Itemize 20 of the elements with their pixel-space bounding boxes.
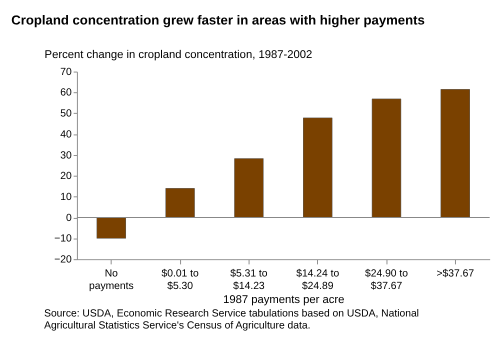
- y-tick-label: −10: [54, 234, 72, 245]
- x-axis-title: 1987 payments per acre: [223, 294, 344, 306]
- x-tick-label: $5.31 to $14.23: [230, 268, 268, 292]
- x-tick-label: No payments: [88, 268, 134, 292]
- y-tick-label: 10: [60, 192, 72, 203]
- x-tick-label: $24.90 to $37.67: [365, 268, 408, 292]
- source-note: Source: USDA, Economic Research Service tabulations based on USDA, National Agricultural Statistics Service's Census of Agriculture data.: [44, 308, 419, 332]
- x-tick-label: >$37.67: [436, 268, 474, 280]
- y-tick-label: 50: [60, 108, 72, 120]
- y-tick-label: 60: [60, 88, 72, 99]
- x-tick-label: $0.01 to $5.30: [162, 268, 199, 292]
- y-tick-label: 20: [60, 171, 72, 182]
- y-axis-title: Percent change in cropland concentration, 1987-2002: [44, 48, 312, 61]
- y-tick-label: 40: [60, 129, 72, 140]
- y-tick-label: −20: [54, 254, 72, 266]
- y-tick-label: 70: [60, 66, 72, 78]
- chart-title: Cropland concentration grew faster in areas with higher payments: [11, 12, 425, 28]
- x-tick-label: $14.24 to $24.89: [296, 268, 340, 292]
- y-tick-label: 0: [66, 212, 72, 224]
- y-tick-label: 30: [60, 150, 72, 162]
